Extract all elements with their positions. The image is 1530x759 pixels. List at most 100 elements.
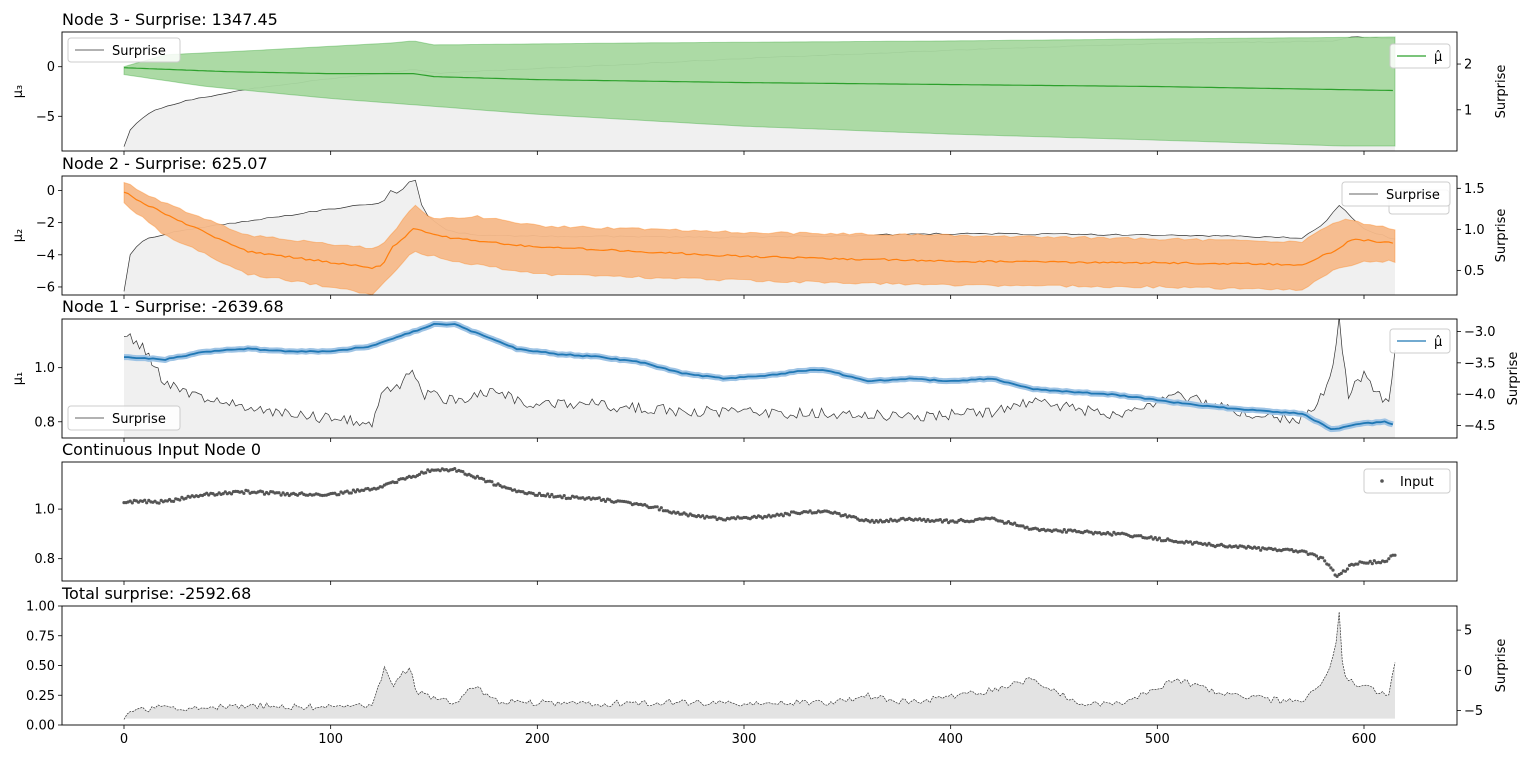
- input-point: [546, 492, 550, 496]
- surprise-line: [123, 611, 1396, 720]
- panel-title: Node 1 - Surprise: -2639.68: [62, 297, 284, 316]
- input-point: [1343, 569, 1347, 573]
- panel-5: 0 100 200 300 400 500 600 0.00 0.25 0.50 0.75 1.00 5…: [26, 584, 1509, 747]
- input-point: [337, 493, 341, 497]
- plot-area-5: [123, 611, 1396, 720]
- input-point: [597, 496, 601, 500]
- input-point: [260, 490, 265, 494]
- input-point: [872, 520, 876, 525]
- input-point: [876, 520, 880, 524]
- legend-box: [1363, 468, 1451, 494]
- input-point: [1370, 562, 1374, 566]
- input-point: [128, 499, 132, 503]
- input-point: [767, 513, 771, 517]
- y-tick-label: 1.0: [34, 503, 55, 518]
- input-point: [603, 499, 608, 503]
- input-point: [349, 491, 353, 495]
- x-tick-label: 200: [525, 732, 550, 747]
- input-point: [1335, 574, 1339, 579]
- input-point: [808, 509, 812, 513]
- input-point: [870, 518, 874, 523]
- y-axis-label: μ₃: [11, 85, 26, 98]
- y-tick-label: 0.00: [26, 719, 55, 734]
- y-right-tick-label: 1.0: [1464, 223, 1485, 238]
- input-point: [686, 514, 690, 518]
- legend-surprise: Surprise: [1341, 181, 1451, 207]
- input-point: [513, 488, 517, 492]
- y-tick-label: 0.8: [34, 552, 55, 567]
- input-point: [242, 491, 246, 495]
- input-point: [1257, 546, 1261, 550]
- input-point: [351, 488, 355, 492]
- input-point: [887, 519, 891, 524]
- input-point: [395, 480, 399, 484]
- y-tick-label: 1.0: [34, 361, 55, 376]
- input-point: [562, 494, 566, 498]
- input-point: [1314, 554, 1319, 558]
- input-point: [550, 492, 554, 497]
- panel-3: 1.0 0.8 −3.0 −3.5 −4.0 −4.5 Node 1 - Surprise:…: [11, 297, 1521, 442]
- legend-box: [1341, 181, 1451, 207]
- input-point: [1025, 525, 1029, 529]
- axes-frame: [61, 31, 1458, 152]
- input-point: [172, 499, 176, 503]
- input-point: [1062, 528, 1066, 532]
- input-point: [560, 496, 564, 500]
- y-tick-label: 0.75: [26, 629, 55, 644]
- input-point: [843, 513, 847, 517]
- input-point: [531, 491, 535, 496]
- legend-mu-hat: μ̂: [1389, 43, 1451, 69]
- mean-line: [123, 191, 1394, 270]
- input-point: [143, 498, 147, 502]
- input-point: [1323, 559, 1327, 563]
- input-point: [1139, 534, 1143, 538]
- plot-area-3: [123, 319, 1396, 438]
- panel-4: 1.0 0.8 Continuous Input Node 0 Input: [34, 440, 1458, 585]
- x-tick-label: 100: [318, 732, 343, 747]
- axes-frame: [61, 318, 1458, 439]
- panel-2: 0 −2 −4 −6 0.5 1.0 1.5 Node 2 - Surprise: 625.0…: [11, 154, 1509, 299]
- input-point: [568, 496, 573, 500]
- input-point: [417, 472, 422, 476]
- input-point: [544, 494, 548, 498]
- plot-area-2: [123, 179, 1396, 295]
- y-tick-label: 0: [47, 60, 55, 75]
- panel-title: Node 3 - Surprise: 1347.45: [62, 10, 278, 29]
- surprise-area: [124, 611, 1395, 720]
- input-point: [482, 477, 486, 481]
- input-point: [659, 506, 663, 510]
- input-point: [734, 517, 738, 521]
- y-right-tick-label: −4.5: [1464, 419, 1496, 434]
- x-tick-label: 400: [938, 732, 963, 747]
- legend-swatch: [1380, 479, 1384, 483]
- input-point: [461, 470, 465, 474]
- input-point: [130, 501, 134, 505]
- input-point: [628, 501, 632, 505]
- plot-area-4: [122, 467, 1397, 579]
- y-right-tick-label: 1.5: [1464, 182, 1485, 197]
- input-point: [703, 516, 707, 520]
- input-point: [1368, 559, 1372, 564]
- x-tick-label: 600: [1352, 732, 1377, 747]
- y-right-tick-label: −3.5: [1464, 356, 1496, 371]
- input-point: [1339, 571, 1343, 576]
- input-point: [281, 491, 285, 495]
- panel-title: Node 2 - Surprise: 625.07: [62, 154, 268, 173]
- input-point: [781, 514, 785, 518]
- mean-line: [124, 322, 1394, 431]
- input-point: [1331, 568, 1335, 572]
- input-point: [938, 518, 942, 522]
- legend-input: Input: [1363, 468, 1451, 494]
- input-point: [1259, 548, 1263, 552]
- input-point: [1021, 524, 1025, 528]
- input-point: [1064, 530, 1068, 534]
- panel-1: 0 −5 1 2 Node 3 - Surprise: 1347.45 μ₃ Surpris…: [11, 10, 1509, 155]
- legend-surprise: Surprise: [67, 405, 181, 431]
- legend-label: Surprise: [112, 412, 166, 427]
- y-right-tick-label: −5: [1464, 704, 1483, 719]
- input-point: [1372, 559, 1376, 563]
- input-point: [655, 505, 659, 509]
- legend-label: μ̂: [1434, 335, 1442, 350]
- input-point: [701, 514, 705, 518]
